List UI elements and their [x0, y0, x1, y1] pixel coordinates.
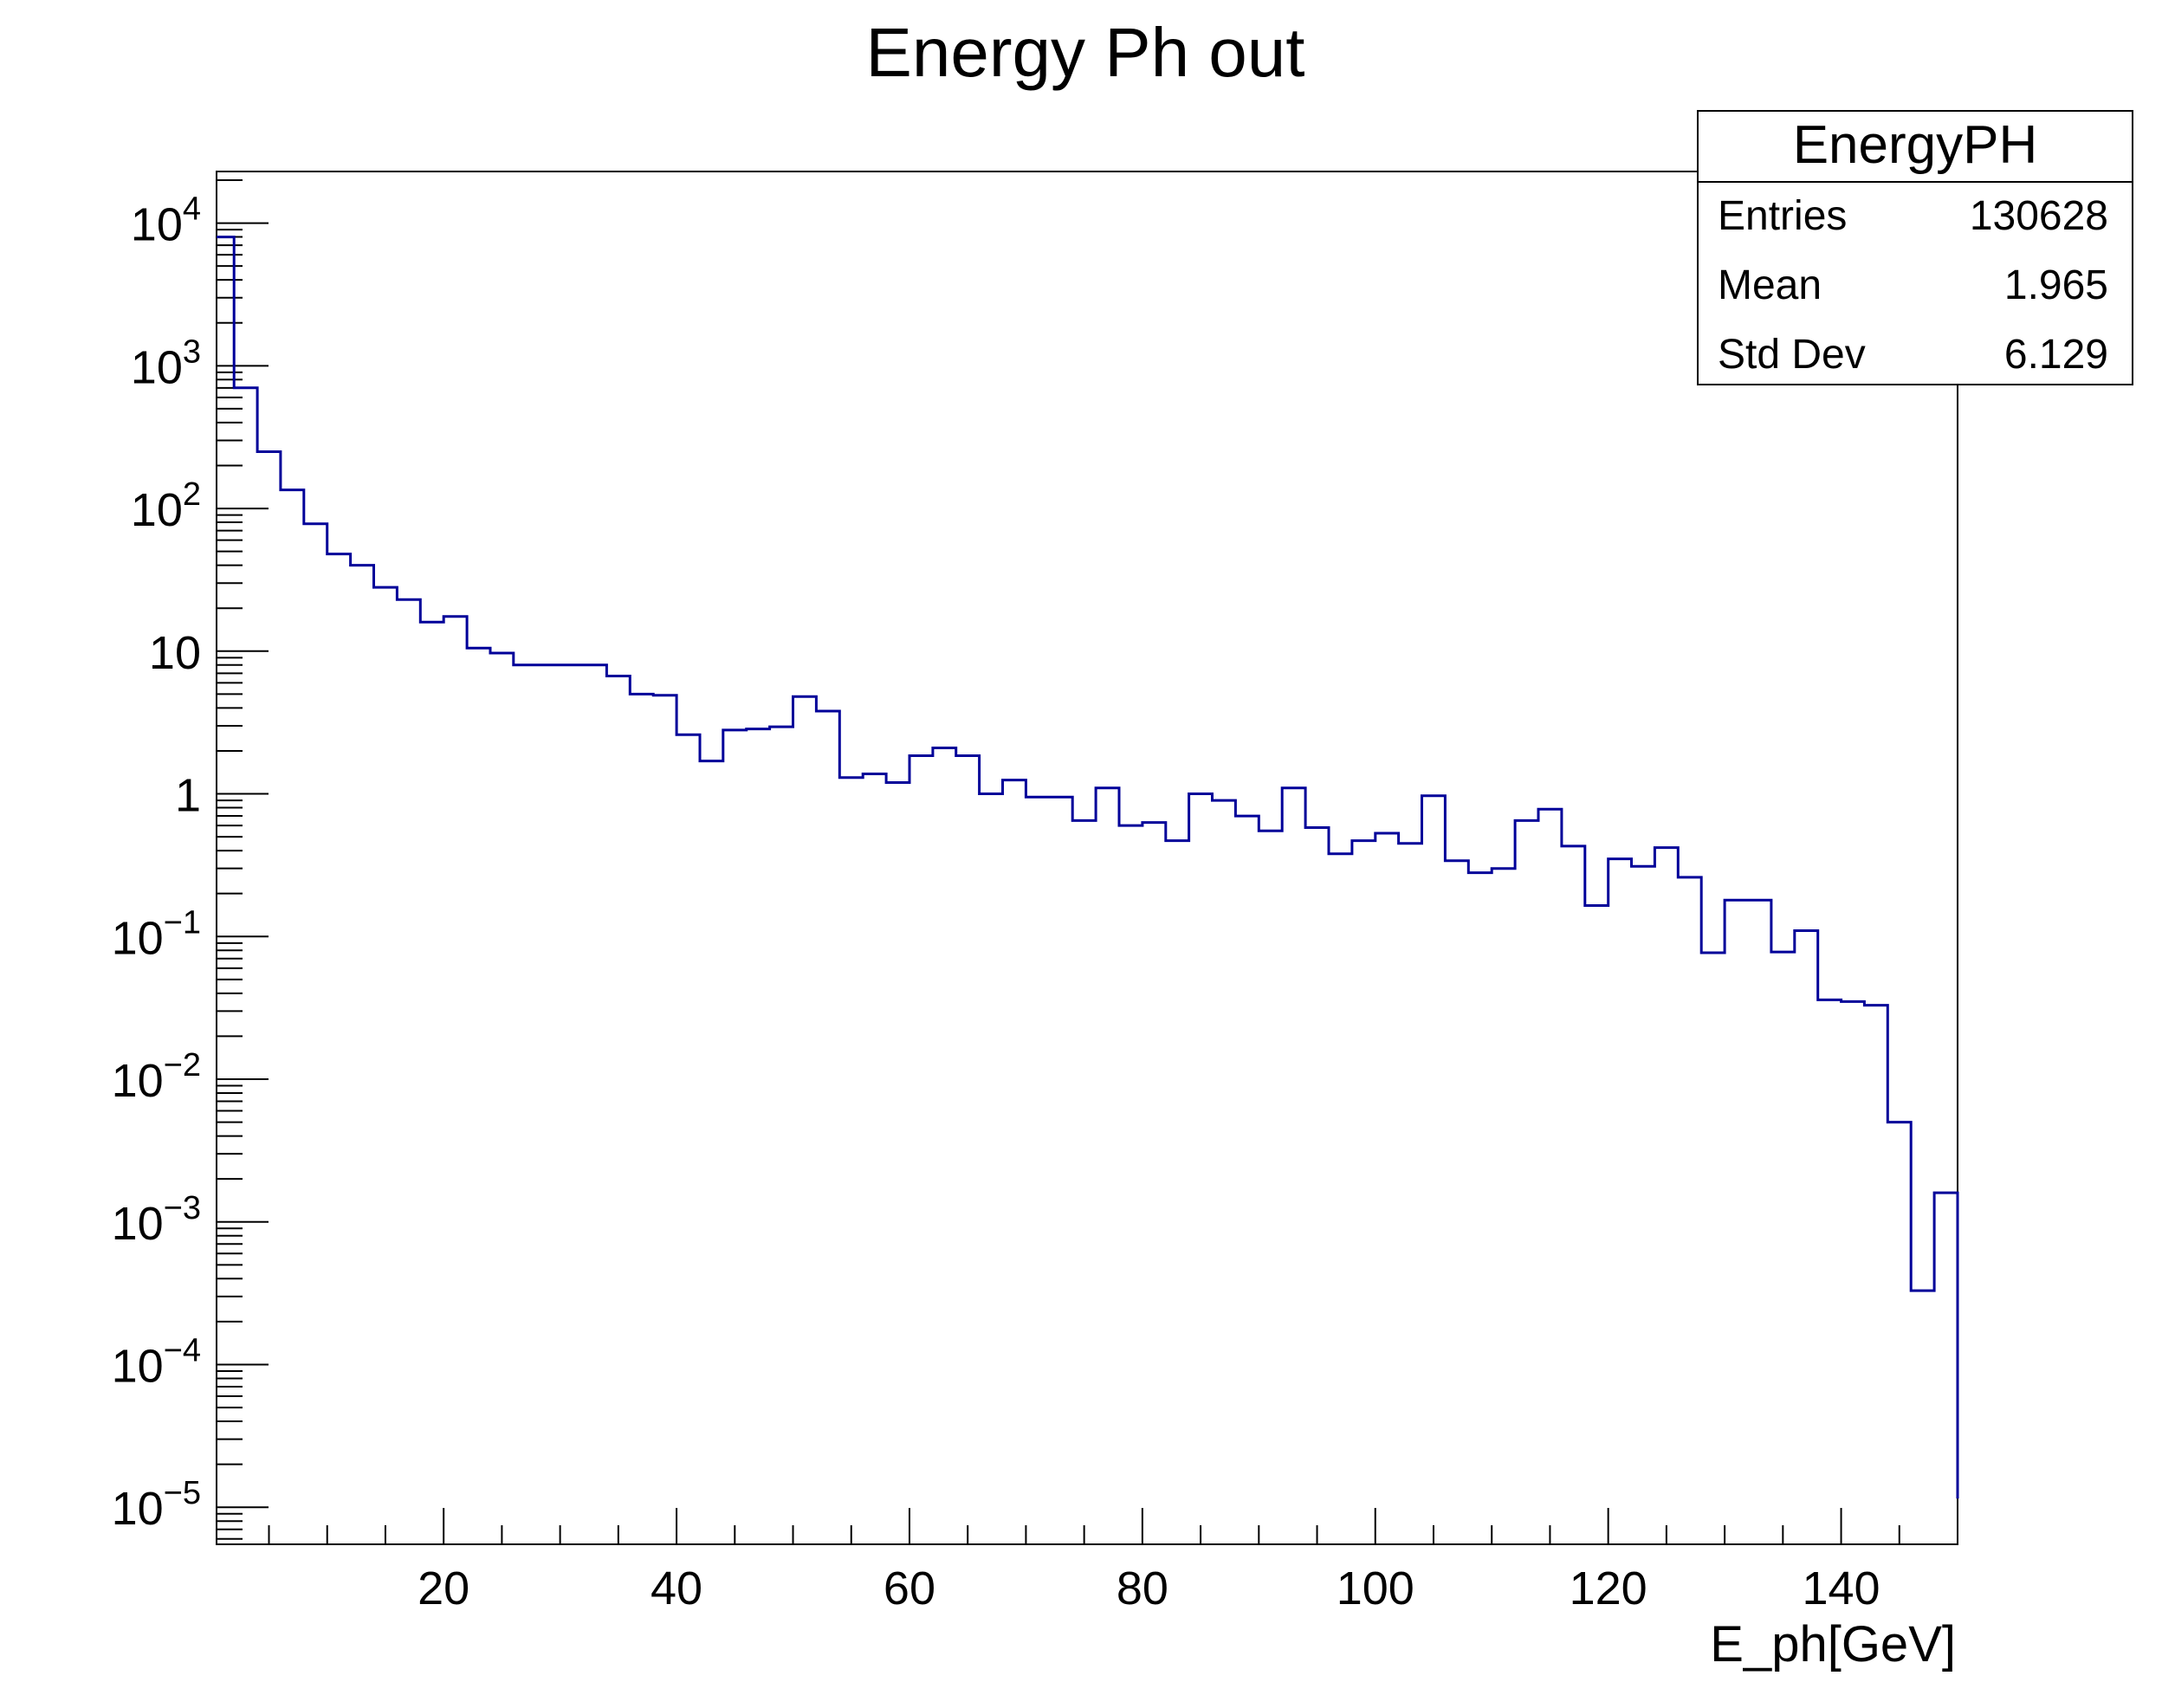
stats-stddev-label: Std Dev	[1718, 332, 1866, 378]
stats-entries-label: Entries	[1718, 193, 1847, 239]
y-tick-label: 10−1	[112, 904, 201, 964]
x-axis-ticks	[268, 1508, 1958, 1544]
histogram-series-line	[217, 236, 1959, 1499]
x-tick-label: 80	[1117, 1562, 1168, 1614]
stats-mean-label: Mean	[1718, 262, 1822, 308]
stats-box: EnergyPH Entries 130628 Mean 1.965 Std D…	[1697, 110, 2133, 385]
stats-mean-value: 1.965	[2004, 262, 2108, 308]
y-tick-label: 10−4	[112, 1332, 201, 1392]
y-tick-label: 102	[131, 476, 201, 536]
plot-frame	[216, 171, 1958, 1545]
x-tick-label: 60	[884, 1562, 935, 1614]
stats-stddev-value: 6.129	[2004, 332, 2108, 378]
x-axis-tick-labels: 20 40 60 80 100 120 140	[418, 1562, 1880, 1614]
y-axis-ticks	[217, 178, 269, 1540]
y-tick-label: 10−2	[112, 1047, 201, 1107]
x-tick-label: 100	[1337, 1562, 1414, 1614]
x-tick-label: 140	[1802, 1562, 1880, 1614]
y-tick-label: 10−5	[112, 1475, 201, 1535]
x-tick-label: 40	[651, 1562, 702, 1614]
chart-title: Energy Ph out	[866, 14, 1305, 91]
x-tick-label: 20	[418, 1562, 469, 1614]
stats-box-title: EnergyPH	[1793, 115, 2038, 175]
y-tick-label: 10	[149, 627, 201, 679]
x-tick-label: 120	[1570, 1562, 1647, 1614]
stats-box-frame	[1697, 110, 2133, 385]
y-tick-label: 1	[175, 770, 201, 822]
y-tick-label: 103	[131, 333, 201, 393]
stats-entries-value: 130628	[1970, 193, 2108, 239]
x-axis-label: E_ph[GeV]	[1710, 1616, 1956, 1672]
y-tick-label: 104	[131, 191, 201, 251]
y-tick-label: 10−3	[112, 1190, 201, 1250]
